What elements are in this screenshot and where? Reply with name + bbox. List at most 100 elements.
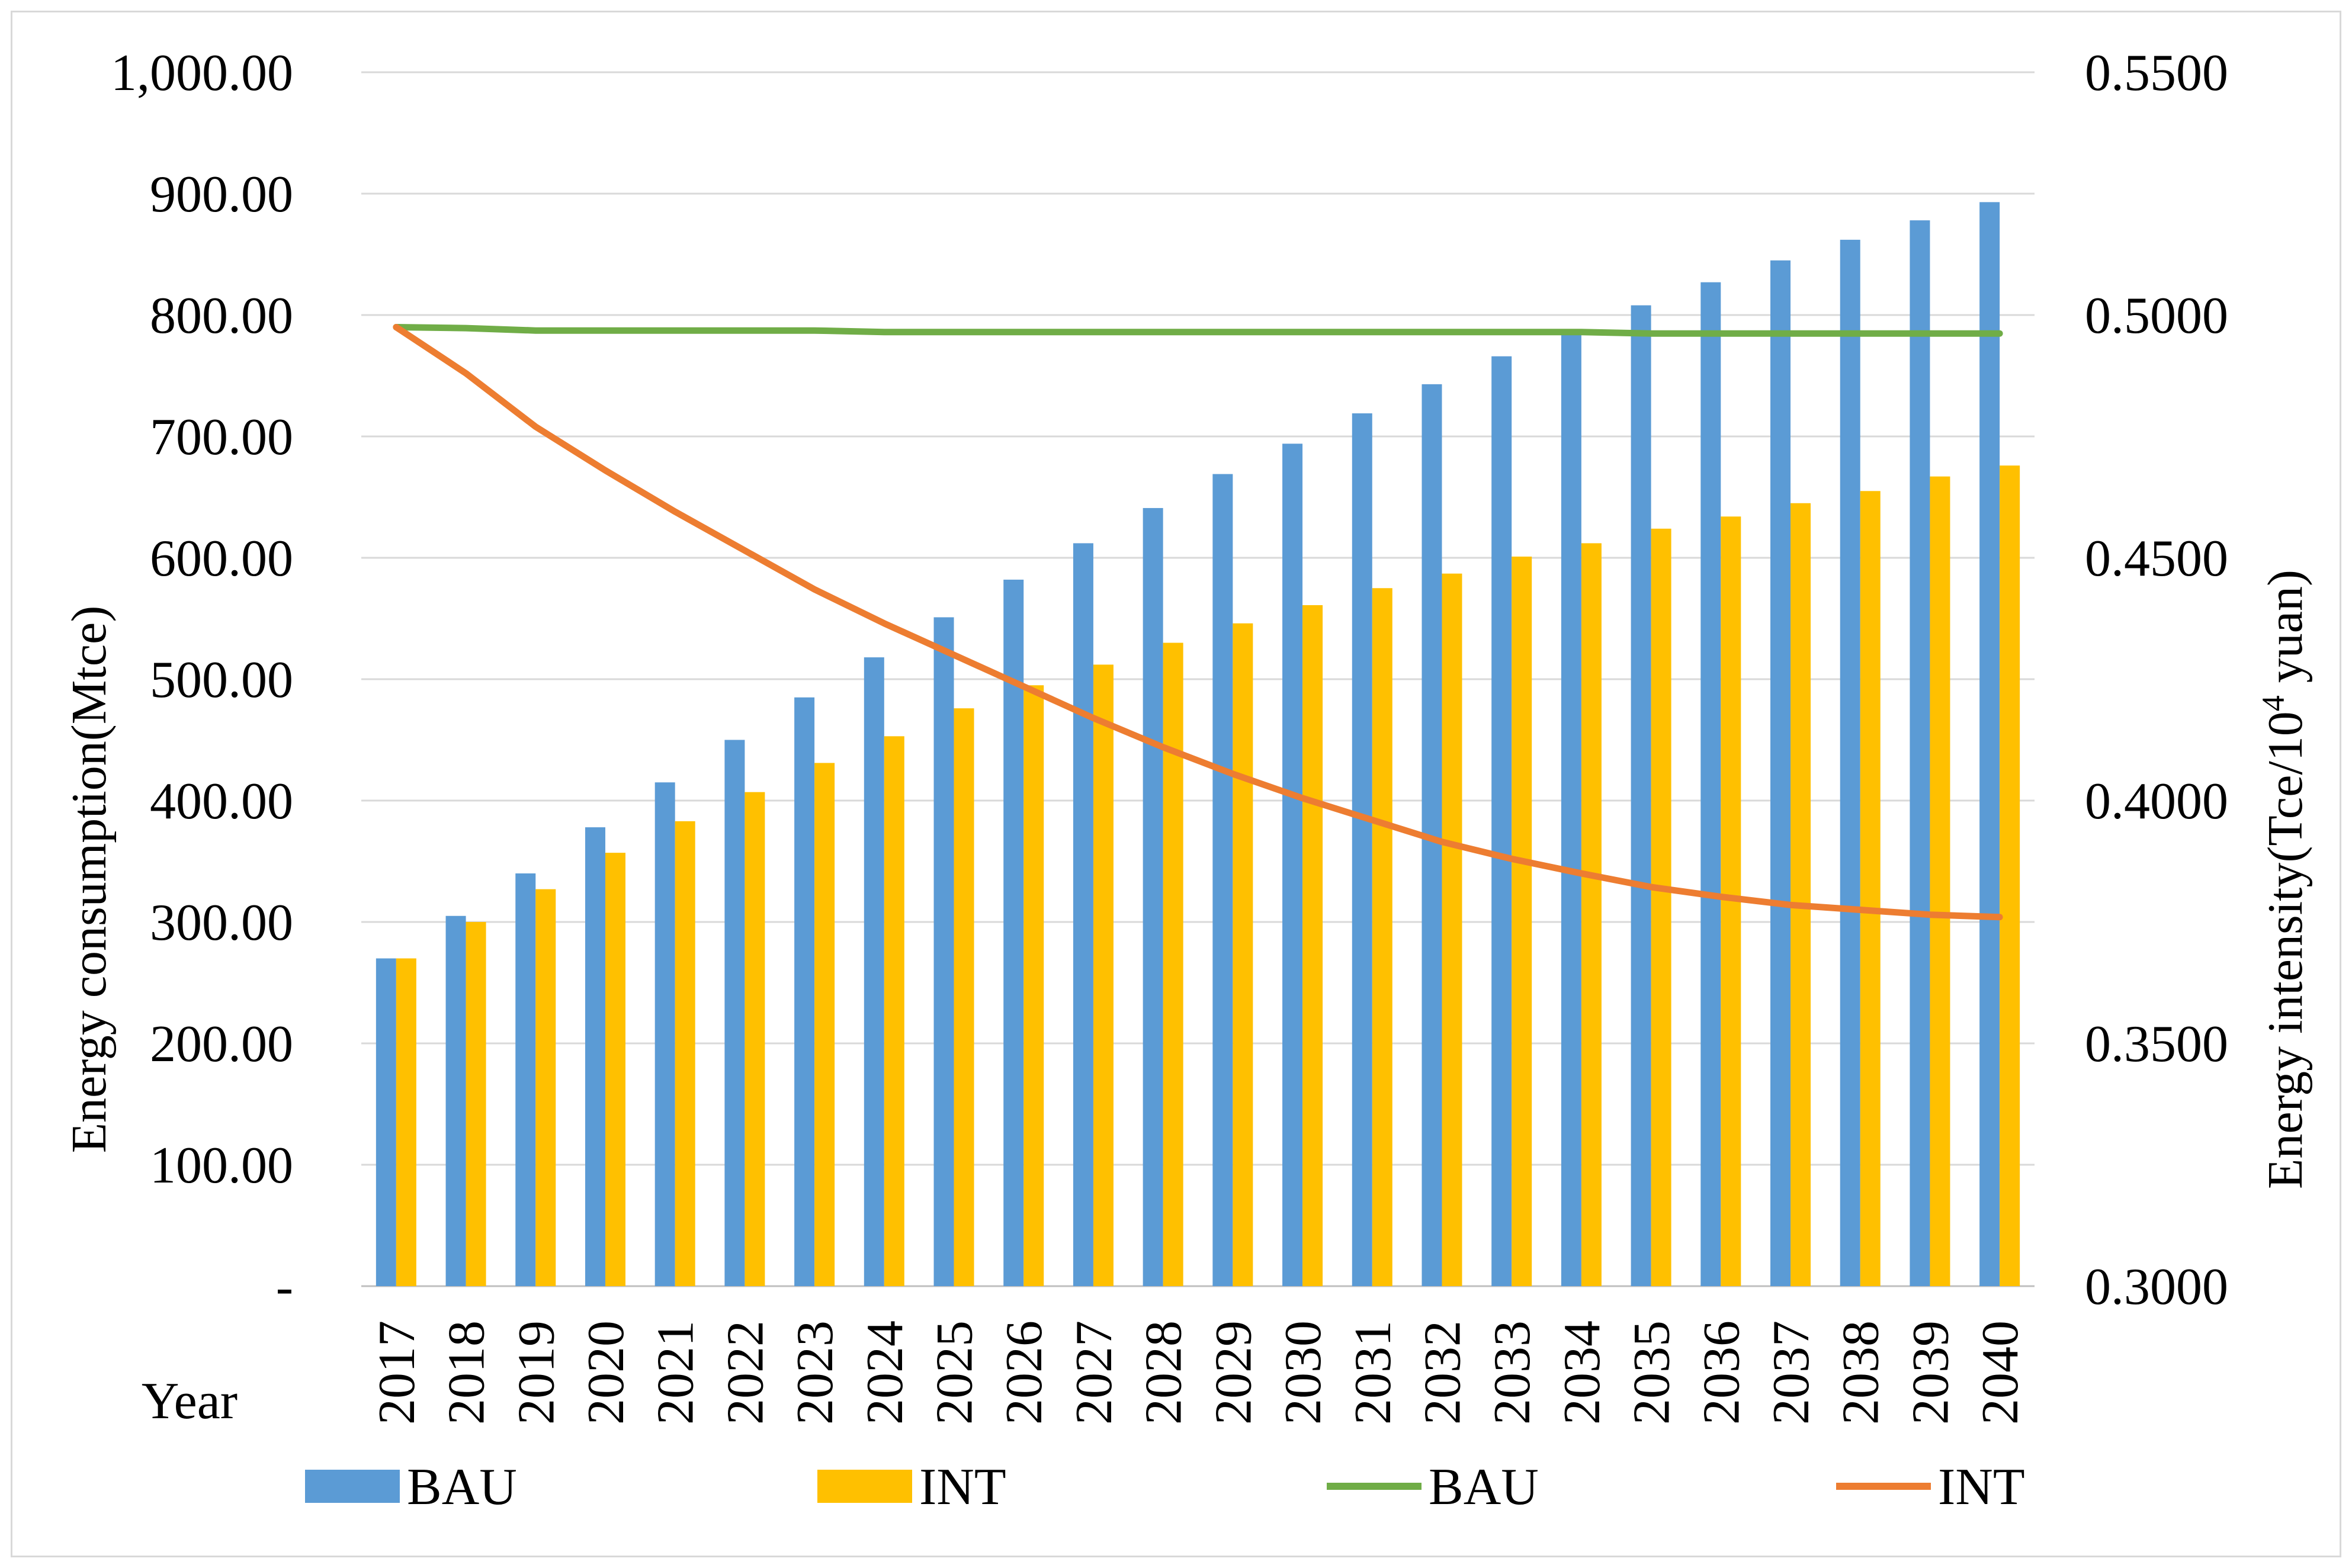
bar-int-2039 [1930,476,1950,1286]
left-tick-label: 100.00 [150,1137,293,1194]
right-axis-title-sup: 4 [2255,695,2291,711]
bar-bau-2030 [1282,444,1303,1286]
bar-bau-2034 [1561,330,1581,1286]
x-tick-label: 2020 [577,1320,635,1425]
x-tick-label: 2026 [996,1320,1053,1425]
bar-int-2018 [466,922,486,1286]
x-tick-label: 2025 [926,1320,984,1425]
bar-int-2029 [1233,623,1253,1286]
left-axis-ticks: - 100.00 200.00 300.00 400.00 500.00 600.00 700… [111,44,293,1316]
x-tick-label: 2029 [1205,1320,1262,1425]
bar-bau-2017 [376,958,396,1286]
bar-int-2030 [1302,605,1323,1287]
gridlines [361,71,2035,1287]
x-tick-label: 2024 [856,1320,914,1425]
x-tick-label: 2039 [1902,1320,1959,1425]
x-tick-label: 2030 [1275,1320,1332,1425]
bar-int-2034 [1581,543,1602,1286]
bar-int-2028 [1163,642,1183,1286]
right-axis-title: Energy intensity(Tce/104 yuan) [2255,570,2313,1189]
bar-int-2021 [675,821,695,1286]
bar-bau-2037 [1770,260,1791,1286]
right-tick-label: 0.3000 [2085,1258,2228,1316]
right-axis-title-suffix: yuan) [2258,570,2313,695]
bar-int-2037 [1791,503,1811,1286]
bar-bau-2033 [1491,356,1512,1287]
line-bau-intensity [393,324,2003,337]
bar-bau-2031 [1352,413,1372,1286]
x-tick-label: 2021 [647,1320,705,1425]
bar-int-2038 [1860,491,1881,1286]
legend-label: INT [1938,1458,2025,1516]
x-axis-title: Year [142,1373,238,1430]
left-tick-label: 800.00 [150,287,293,345]
bar-bau-2022 [724,740,745,1286]
left-tick-label: 500.00 [150,651,293,709]
x-tick-label: 2035 [1623,1320,1681,1425]
right-axis-ticks: 0.3000 0.3500 0.4000 0.4500 0.5000 0.5500 [2085,44,2228,1316]
bar-bau-2019 [515,873,536,1286]
bar-int-2020 [605,853,625,1286]
bar-int-2035 [1651,528,1671,1286]
legend-swatch-int-bar [817,1470,912,1503]
left-tick-label: 400.00 [150,773,293,830]
left-tick-label: 1,000.00 [111,44,293,102]
bar-bau-2026 [1003,579,1024,1286]
x-tick-label: 2031 [1345,1320,1402,1425]
legend-swatch-bau-bar [305,1470,400,1503]
x-tick-label: 2032 [1414,1320,1471,1425]
x-tick-label: 2022 [717,1320,774,1425]
legend-label: BAU [1429,1458,1539,1516]
x-tick-label: 2033 [1484,1320,1541,1425]
left-tick-label: 200.00 [150,1016,293,1073]
bar-bau-2035 [1631,305,1651,1286]
x-tick-label: 2028 [1135,1320,1193,1425]
bar-int-2017 [396,958,416,1286]
bar-bau-2038 [1840,239,1860,1286]
legend-label: INT [919,1458,1006,1516]
x-tick-label: 2017 [368,1320,426,1425]
bar-bau-2021 [654,782,675,1286]
bar-bau-2024 [864,657,884,1286]
bar-int-2027 [1093,664,1114,1286]
bar-bau-2023 [794,697,815,1286]
legend-label: BAU [407,1458,517,1516]
left-tick-label: 300.00 [150,894,293,952]
right-tick-label: 0.4000 [2085,773,2228,830]
bar-int-2025 [954,708,974,1286]
bar-int-2023 [814,763,835,1286]
legend: BAU INT BAU INT [305,1458,2025,1516]
bar-bau-2039 [1910,220,1930,1287]
x-tick-label: 2040 [1972,1320,2029,1425]
left-tick-label: 700.00 [150,409,293,466]
right-axis-title-prefix: Energy intensity(Tce/10 [2258,711,2313,1189]
x-tick-label: 2038 [1833,1320,1890,1425]
line-int-intensity [393,324,2003,921]
series-lines [393,324,2003,921]
x-tick-label: 2027 [1066,1320,1123,1425]
left-axis-title: Energy consumption(Mtce) [62,606,117,1153]
bar-bau-2036 [1700,282,1721,1286]
bar-bau-2027 [1073,543,1093,1286]
x-tick-label: 2019 [508,1320,565,1425]
x-tick-label: 2037 [1763,1320,1820,1425]
left-tick-label: - [276,1258,293,1316]
bar-int-2032 [1442,573,1462,1286]
bar-bau-2018 [445,915,466,1286]
x-tick-label: 2018 [438,1320,496,1425]
right-tick-label: 0.4500 [2085,530,2228,587]
bar-bau-2040 [1979,202,2000,1287]
bar-int-2031 [1372,588,1392,1286]
right-tick-label: 0.3500 [2085,1016,2228,1073]
x-axis-ticks: 2017 2018 2019 2020 2021 2022 2023 2024 2025 2026… [368,1320,2029,1425]
x-tick-label: 2036 [1693,1320,1750,1425]
bar-int-2022 [745,792,765,1286]
bar-int-2019 [535,889,556,1286]
bar-bau-2025 [933,617,954,1286]
bar-bau-2020 [585,827,605,1286]
x-tick-label: 2034 [1554,1320,1611,1425]
right-tick-label: 0.5000 [2085,287,2228,345]
right-tick-label: 0.5500 [2085,44,2228,102]
bar-bau-2028 [1143,507,1163,1287]
